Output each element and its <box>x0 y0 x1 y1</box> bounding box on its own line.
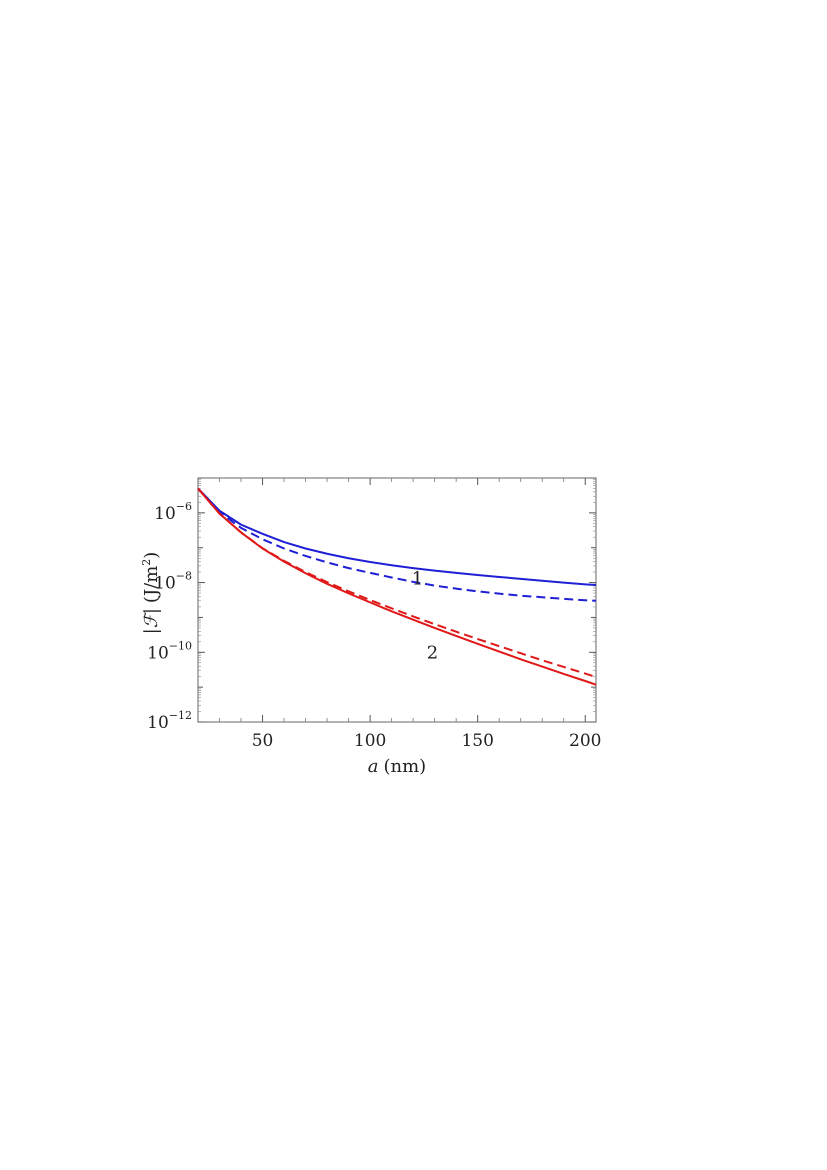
y-axis-label-unit-close: ) <box>141 552 162 559</box>
x-tick-label: 100 <box>354 731 386 751</box>
y-tick-label: 10−10 <box>147 639 192 663</box>
series-line-dashed <box>197 487 597 678</box>
curve-labels: 12 <box>412 569 439 664</box>
x-tick-label: 200 <box>569 731 601 751</box>
series-line-dashed <box>197 487 597 602</box>
series-layer <box>197 487 597 686</box>
tick-labels: 50 100 150 200 10−6 10−8 10−10 10−12 <box>147 500 601 751</box>
plot-area: 12 <box>197 477 597 723</box>
curve-label: 2 <box>427 642 438 663</box>
y-tick-label: 10−8 <box>154 570 192 594</box>
x-axis-label-unit: (nm) <box>384 756 427 777</box>
y-axis-label-symbol: |ℱ| <box>141 608 162 634</box>
x-axis-label-symbol: a <box>368 756 379 777</box>
x-tick-label: 50 <box>252 731 274 751</box>
x-axis-label: a (nm) <box>368 756 426 777</box>
ticks <box>198 477 596 723</box>
curve-label: 1 <box>412 569 423 590</box>
y-tick-label: 10−6 <box>154 500 192 524</box>
x-tick-label: 150 <box>461 731 493 751</box>
series-line <box>197 487 597 686</box>
y-axis-label-unit-exp: 2 <box>140 559 153 566</box>
y-tick-label: 10−12 <box>147 709 192 733</box>
series-line <box>197 487 597 587</box>
y-axis-label-unit: (J/m <box>141 566 162 603</box>
y-axis-label: |ℱ| (J/m2) <box>140 552 162 635</box>
plot-frame <box>197 477 597 723</box>
